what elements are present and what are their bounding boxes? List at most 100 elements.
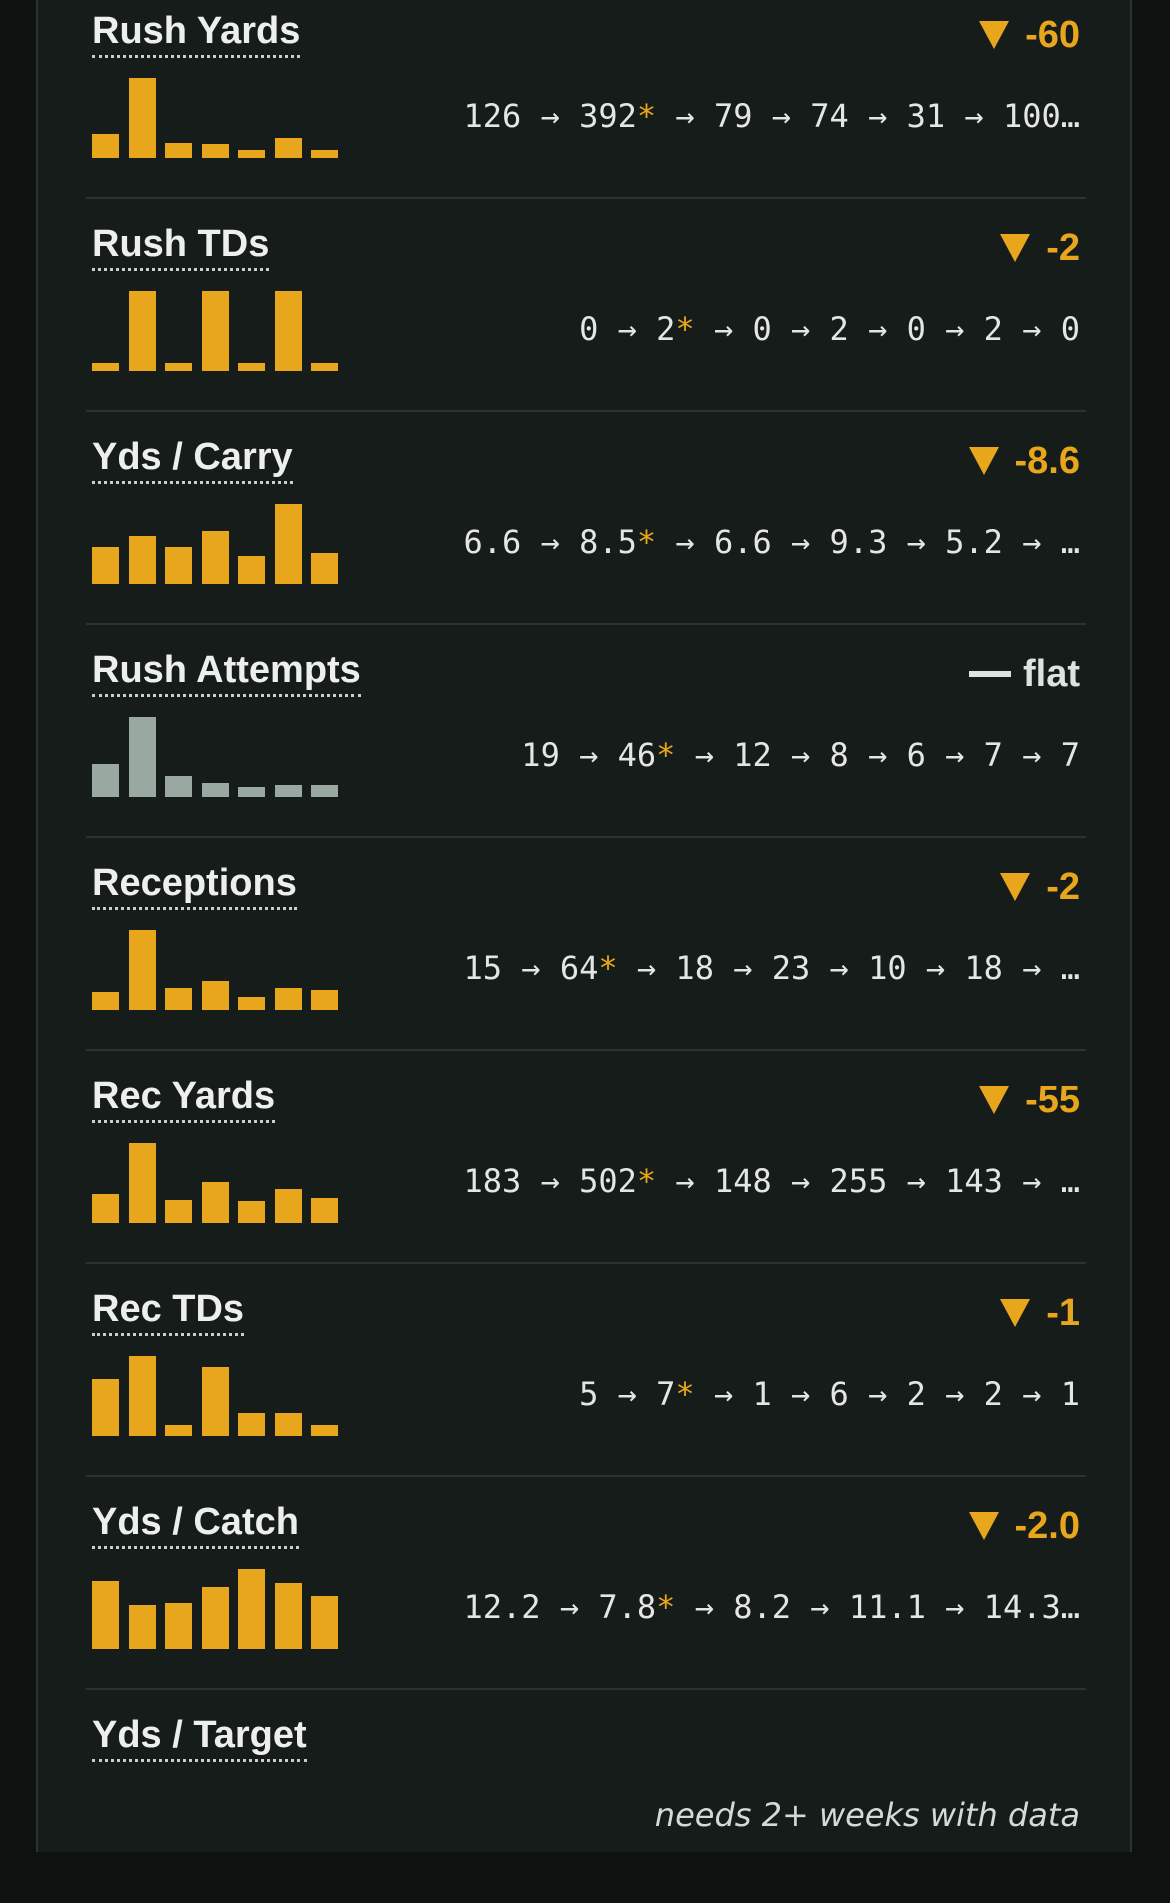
sparkline-bar <box>274 504 302 584</box>
sparkline <box>92 291 338 371</box>
sparkline <box>92 1356 338 1436</box>
sparkline-bar <box>165 1603 192 1649</box>
sparkline-bar <box>311 1425 338 1436</box>
peak-marker-icon: * <box>656 1588 676 1626</box>
stat-row-rec-yards: Rec Yards -55 183 → 502* → 148 → 255 → 143… <box>86 1051 1086 1264</box>
value-sequence: 15 → 64* → 18 → 23 → 10 → 18 → … <box>463 949 1081 987</box>
sparkline-bar <box>92 1581 119 1649</box>
sparkline-bar <box>92 363 119 371</box>
value-sequence: 12.2 → 7.8* → 8.2 → 11.1 → 14.3… <box>463 1588 1081 1626</box>
stat-row-yds-target: Yds / Target needs 2+ weeks with data <box>86 1690 1086 1903</box>
sparkline <box>92 930 338 1010</box>
sparkline-bar <box>238 1201 265 1223</box>
triangle-down-icon <box>968 1512 999 1540</box>
stat-label-yds-target[interactable]: Yds / Target <box>92 1712 307 1762</box>
trend-badge: -2 <box>1000 862 1080 912</box>
sparkline-bar <box>274 1583 302 1649</box>
sparkline-bar <box>165 776 192 797</box>
trend-value: -60 <box>1025 13 1080 56</box>
sparkline <box>92 717 338 797</box>
sparkline <box>92 78 338 158</box>
sparkline-bar <box>311 553 338 584</box>
sparkline-bar <box>92 134 119 158</box>
trend-value: -2.0 <box>1014 1504 1080 1547</box>
peak-marker-icon: * <box>636 97 657 135</box>
stat-row-receptions: Receptions -2 15 → 64* → 18 → 23 → 10 → 18… <box>86 838 1086 1051</box>
trend-value: -2 <box>1046 865 1080 908</box>
sparkline-bar <box>201 1182 229 1223</box>
sparkline-bar <box>311 1198 338 1223</box>
sparkline-bar <box>238 363 265 371</box>
sparkline-bar <box>128 717 156 797</box>
sparkline-bar <box>238 1569 265 1649</box>
stat-label-rec-tds[interactable]: Rec TDs <box>92 1286 245 1336</box>
sparkline-bar <box>201 783 229 797</box>
stat-label-receptions[interactable]: Receptions <box>92 860 297 910</box>
stat-label-rec-yards[interactable]: Rec Yards <box>92 1073 276 1123</box>
sparkline-bar <box>128 1143 156 1223</box>
sparkline-bar <box>92 1379 119 1436</box>
sparkline <box>92 1143 338 1223</box>
sparkline <box>92 1569 338 1649</box>
sparkline-bar <box>201 144 229 158</box>
sparkline-bar <box>165 547 192 584</box>
stat-label-rush-attempts[interactable]: Rush Attempts <box>92 647 361 697</box>
sparkline-bar <box>238 556 265 584</box>
trend-value: -8.6 <box>1014 439 1080 482</box>
stat-row-yds-carry: Yds / Carry -8.6 6.6 → 8.5* → 6.6 → 9.3 → … <box>86 412 1086 625</box>
sparkline-bar <box>274 138 302 158</box>
trend-badge: -60 <box>979 10 1080 60</box>
stats-panel: Rush Yards -60 126 → 392* → 79 → 74 → 31 →… <box>36 0 1132 1852</box>
stat-row-rush-yards: Rush Yards -60 126 → 392* → 79 → 74 → 31 →… <box>86 0 1086 199</box>
value-sequence: 5 → 7* → 1 → 6 → 2 → 2 → 1 <box>579 1375 1080 1413</box>
trend-badge: -2 <box>1000 223 1080 273</box>
sparkline-bar <box>128 536 156 584</box>
peak-marker-icon: * <box>636 523 657 561</box>
sparkline-bar <box>274 1189 302 1223</box>
sparkline-bar <box>238 997 265 1010</box>
dash-icon <box>969 671 1011 677</box>
triangle-down-icon <box>968 447 999 475</box>
sparkline-bar <box>274 785 302 797</box>
stat-row-rec-tds: Rec TDs -1 5 → 7* → 1 → 6 → 2 → 2 → 1 <box>86 1264 1086 1477</box>
sparkline-bar <box>92 1194 119 1223</box>
stat-label-yds-carry[interactable]: Yds / Carry <box>92 434 293 484</box>
sparkline-bar <box>201 1367 229 1436</box>
sparkline-bar <box>274 1413 302 1436</box>
sparkline-bar <box>311 1596 338 1649</box>
trend-value: flat <box>1023 652 1080 695</box>
sparkline-bar <box>201 1587 229 1649</box>
peak-marker-icon: * <box>675 310 695 348</box>
trend-value: -2 <box>1046 226 1080 269</box>
sparkline-bar <box>274 291 302 371</box>
sparkline-bar <box>128 291 156 371</box>
triangle-down-icon <box>1000 234 1031 262</box>
stat-label-rush-yards[interactable]: Rush Yards <box>92 8 301 58</box>
triangle-down-icon <box>1000 873 1031 901</box>
sparkline-bar <box>92 547 119 584</box>
stat-row-rush-attempts: Rush Attempts flat 19 → 46* → 12 → 8 → 6 →… <box>86 625 1086 838</box>
value-sequence: 183 → 502* → 148 → 255 → 143 → … <box>463 1162 1081 1200</box>
sparkline <box>92 504 338 584</box>
triangle-down-icon <box>979 21 1010 49</box>
value-sequence: 6.6 → 8.5* → 6.6 → 9.3 → 5.2 → … <box>463 523 1081 561</box>
value-sequence: 0 → 2* → 0 → 2 → 0 → 2 → 0 <box>579 310 1080 348</box>
sparkline-bar <box>238 787 265 797</box>
sparkline-bar <box>165 1425 192 1436</box>
sparkline-bar <box>128 78 156 158</box>
stat-row-yds-catch: Yds / Catch -2.0 12.2 → 7.8* → 8.2 → 11.1 … <box>86 1477 1086 1690</box>
stat-label-yds-catch[interactable]: Yds / Catch <box>92 1499 299 1549</box>
sparkline-bar <box>128 930 156 1010</box>
triangle-down-icon <box>1000 1299 1031 1327</box>
sparkline-bar <box>311 150 338 158</box>
sparkline-bar <box>128 1356 156 1436</box>
value-sequence: 126 → 392* → 79 → 74 → 31 → 100… <box>463 97 1081 135</box>
stat-label-rush-tds[interactable]: Rush TDs <box>92 221 270 271</box>
sparkline-bar <box>311 990 338 1010</box>
sparkline-bar <box>274 988 302 1010</box>
sparkline-bar <box>165 1200 192 1223</box>
trend-badge: -2.0 <box>968 1501 1080 1551</box>
insufficient-data-note: needs 2+ weeks with data <box>654 1796 1080 1834</box>
trend-value: -1 <box>1046 1291 1080 1334</box>
triangle-down-icon <box>979 1086 1010 1114</box>
